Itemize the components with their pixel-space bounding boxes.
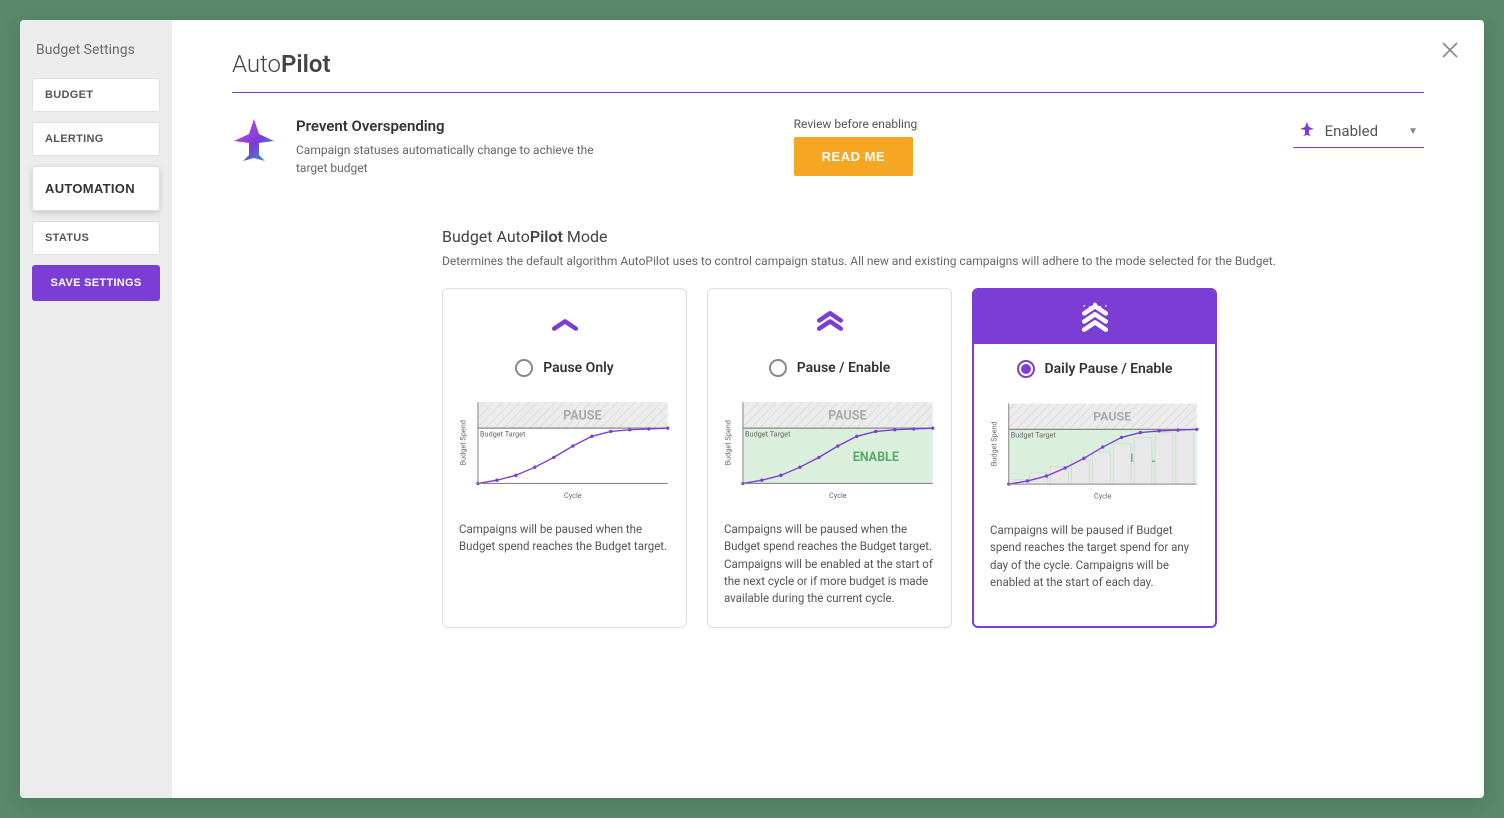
- svg-text:Cycle: Cycle: [564, 491, 582, 500]
- svg-text:Budget Target: Budget Target: [745, 429, 791, 438]
- card-chart: Budget Target PAUSE Cycle Budget Spend: [443, 387, 686, 507]
- enabled-dropdown[interactable]: Enabled ▼: [1293, 117, 1424, 148]
- sidebar-title: Budget Settings: [32, 34, 160, 68]
- mode-card[interactable]: Pause / Enable ENABLE Budget Target PAUS…: [707, 288, 952, 628]
- card-description: Campaigns will be paused when the Budget…: [443, 507, 686, 576]
- card-radio-row[interactable]: Pause / Enable: [708, 343, 951, 387]
- sidebar-item-automation[interactable]: AUTOMATION: [32, 166, 160, 211]
- mode-title-bold: Pilot: [530, 227, 563, 246]
- plane-icon: [232, 117, 276, 169]
- mode-title-post: Mode: [563, 227, 608, 246]
- title-underline: [232, 92, 1424, 93]
- svg-text:ENABLE: ENABLE: [853, 450, 899, 465]
- sidebar-item-alerting[interactable]: ALERTING: [32, 122, 160, 156]
- svg-text:Budget Spend: Budget Spend: [458, 420, 467, 465]
- page-title: AutoPilot: [232, 50, 1424, 78]
- card-radio-row[interactable]: Daily Pause / Enable: [974, 344, 1215, 388]
- card-header-icon: [974, 290, 1215, 344]
- header-row: Prevent Overspending Campaign statuses a…: [232, 117, 1424, 177]
- card-description: Campaigns will be paused when the Budget…: [708, 507, 951, 627]
- chevron-down-icon: ▼: [1408, 126, 1418, 137]
- mode-title-pre: Budget Auto: [442, 227, 530, 246]
- svg-text:Budget Spend: Budget Spend: [989, 421, 998, 466]
- radio-icon: [515, 359, 533, 377]
- enabled-label: Enabled: [1325, 122, 1378, 140]
- review-block: Review before enabling READ ME: [794, 117, 918, 176]
- app-window: Budget Settings BUDGET ALERTING AUTOMATI…: [20, 20, 1484, 798]
- mode-cards: Pause Only Budget Target PAUSE Cycle Bud…: [442, 288, 1424, 628]
- mode-section: Budget AutoPilot Mode Determines the def…: [442, 227, 1424, 628]
- sidebar: Budget Settings BUDGET ALERTING AUTOMATI…: [20, 20, 172, 798]
- svg-text:Budget Target: Budget Target: [1011, 431, 1057, 440]
- card-header-icon: [708, 289, 951, 343]
- card-header-icon: [443, 289, 686, 343]
- svg-text:Cycle: Cycle: [829, 491, 847, 500]
- svg-text:PAUSE: PAUSE: [563, 408, 601, 423]
- card-chart: ENABLE Budget Target PAUSE Cycle Budget …: [974, 388, 1215, 508]
- page-title-light: Auto: [232, 50, 281, 78]
- plane-small-icon: [1299, 121, 1315, 141]
- readme-button[interactable]: READ ME: [794, 137, 913, 176]
- mode-card[interactable]: Pause Only Budget Target PAUSE Cycle Bud…: [442, 288, 687, 628]
- svg-text:PAUSE: PAUSE: [1093, 410, 1131, 425]
- header-subtitle: Prevent Overspending: [296, 117, 596, 135]
- card-description: Campaigns will be paused if Budget spend…: [974, 508, 1215, 611]
- svg-text:Budget Spend: Budget Spend: [723, 420, 732, 465]
- card-label: Pause Only: [543, 360, 614, 376]
- card-radio-row[interactable]: Pause Only: [443, 343, 686, 387]
- close-icon[interactable]: [1440, 40, 1460, 64]
- header-text: Prevent Overspending Campaign statuses a…: [296, 117, 596, 177]
- mode-description: Determines the default algorithm AutoPil…: [442, 254, 1424, 268]
- card-chart: ENABLE Budget Target PAUSE Cycle Budget …: [708, 387, 951, 507]
- header-description: Campaign statuses automatically change t…: [296, 141, 596, 177]
- card-label: Pause / Enable: [797, 360, 891, 376]
- main-panel: AutoPilot Prevent Overspendi: [172, 20, 1484, 798]
- sidebar-item-status[interactable]: STATUS: [32, 221, 160, 255]
- card-label: Daily Pause / Enable: [1045, 361, 1173, 377]
- save-settings-button[interactable]: SAVE SETTINGS: [32, 265, 160, 301]
- svg-text:PAUSE: PAUSE: [828, 408, 866, 423]
- svg-text:Cycle: Cycle: [1094, 492, 1112, 501]
- review-label: Review before enabling: [794, 117, 918, 131]
- mode-title: Budget AutoPilot Mode: [442, 227, 1424, 246]
- radio-icon: [1017, 360, 1035, 378]
- mode-card[interactable]: Daily Pause / Enable ENABLE Budget Targe…: [972, 288, 1217, 628]
- page-title-bold: Pilot: [281, 50, 331, 78]
- svg-text:Budget Target: Budget Target: [480, 429, 526, 438]
- sidebar-item-budget[interactable]: BUDGET: [32, 78, 160, 112]
- radio-icon: [769, 359, 787, 377]
